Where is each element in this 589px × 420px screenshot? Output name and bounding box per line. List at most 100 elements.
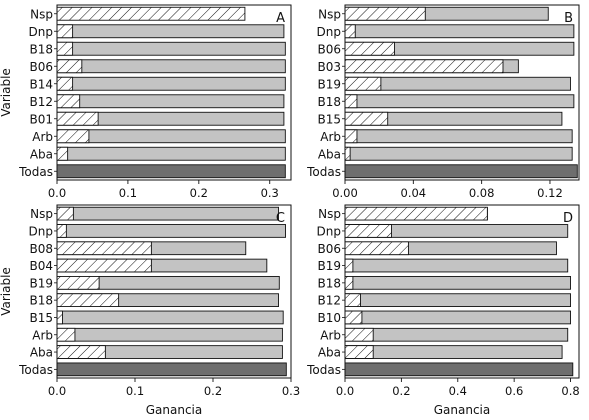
bar-segment-hatched <box>344 146 351 161</box>
category-label: Nsp <box>318 207 341 221</box>
bar-hatched <box>56 6 246 21</box>
bar-segment-hatched <box>344 129 358 144</box>
category-label: Nsp <box>30 7 53 21</box>
bar-segment-hatched <box>56 258 152 273</box>
category-label: B19 <box>29 276 53 290</box>
bar-full <box>344 24 575 39</box>
bar-segment-hatched <box>344 76 382 91</box>
category-label: Nsp <box>30 207 53 221</box>
category-label: B18 <box>317 276 341 290</box>
panel-label: D <box>563 211 573 226</box>
category-label: B18 <box>29 42 53 56</box>
bar-segment-hatched <box>344 293 361 308</box>
plot-frame <box>344 4 580 181</box>
bar-segment-hatched <box>344 59 504 74</box>
bar-segment-hatched <box>344 345 374 359</box>
bar-segment-hatched <box>344 224 392 238</box>
x-tick-label: 0.2 <box>204 384 222 398</box>
bar-full <box>344 146 573 161</box>
bar-segment-hatched <box>56 345 106 359</box>
bar-segment-hatched <box>56 310 63 325</box>
category-label: Arb <box>32 130 53 144</box>
category-label: B19 <box>317 259 341 273</box>
x-tick-label: 0.2 <box>392 384 410 398</box>
panel-label: A <box>276 11 285 26</box>
chart-panel: Nsp Dnp B08 B04 B19 B18 B15 Arb Aba Todas 0.0 0.1 0.… <box>0 204 300 417</box>
bar-full <box>344 293 571 308</box>
category-label: Todas <box>306 165 341 179</box>
bar-full <box>56 224 286 238</box>
plot-frame <box>56 4 292 181</box>
bar-full <box>56 206 279 221</box>
bar-segment-hatched <box>56 111 99 126</box>
bar-segment-hatched <box>56 241 152 256</box>
plot-frame <box>56 204 292 379</box>
bar-full <box>56 146 286 161</box>
bar-full <box>344 327 569 342</box>
bar-segment-hatched <box>344 24 356 39</box>
x-tick-label: 0.04 <box>401 186 427 200</box>
x-tick-label: 0.2 <box>190 186 208 200</box>
category-label: Dnp <box>317 25 341 39</box>
panel-label: C <box>276 211 285 226</box>
x-axis-title: Ganancia <box>434 403 491 417</box>
bar-segment-hatched <box>344 111 389 126</box>
category-label: Todas <box>18 363 53 377</box>
bar-segment-hatched <box>56 327 76 342</box>
bar-hatched <box>344 206 488 221</box>
bar-full <box>344 345 563 359</box>
y-axis-title: Variable <box>0 68 13 117</box>
bar-segment-hatched <box>344 275 354 290</box>
category-label: B12 <box>317 294 341 308</box>
category-label: Arb <box>320 328 341 342</box>
category-label: B14 <box>29 77 53 91</box>
x-tick-label: 0.4 <box>449 384 467 398</box>
x-tick-label: 0.6 <box>505 384 523 398</box>
bar-segment-hatched <box>344 94 358 109</box>
bar-total <box>344 362 574 377</box>
y-axis-title: Variable <box>0 267 13 316</box>
bar-segment-hatched <box>56 76 74 91</box>
category-label: Aba <box>318 346 341 360</box>
x-tick-label: 0.3 <box>282 384 300 398</box>
chart-panel: Nsp Dnp B18 B06 B14 B12 B01 Arb Aba Todas 0.0 0.1 0.… <box>0 4 292 200</box>
bar-segment-hatched <box>56 41 74 56</box>
bar-total <box>344 164 578 179</box>
panel-label: B <box>564 11 573 26</box>
x-tick-label: 0.08 <box>469 186 495 200</box>
category-label: Todas <box>306 363 341 377</box>
bar-full <box>56 129 286 144</box>
bar-full <box>344 258 569 273</box>
plot-frame <box>344 204 580 379</box>
x-tick-label: 0.1 <box>126 384 144 398</box>
bar-segment-hatched <box>344 241 409 256</box>
bar-segment-hatched <box>56 293 120 308</box>
bar-segment-hatched <box>56 224 67 238</box>
chart-panel: Nsp Dnp B06 B19 B18 B12 B10 Arb Aba Todas 0.0 0.2 0.… <box>306 204 580 417</box>
category-label: B10 <box>317 311 341 325</box>
category-label: B06 <box>29 60 53 74</box>
bar-segment-hatched <box>56 146 69 161</box>
x-tick-label: 0.0 <box>48 186 66 200</box>
x-axis-title: Ganancia <box>146 403 203 417</box>
category-label: Aba <box>318 147 341 161</box>
bar-segment-hatched <box>56 59 83 74</box>
x-tick-label: 0.1 <box>119 186 137 200</box>
bar-segment-hatched <box>56 275 100 290</box>
bar-full <box>56 76 286 91</box>
category-label: B04 <box>29 259 53 273</box>
category-label: Todas <box>18 165 53 179</box>
bar-segment-hatched <box>56 24 74 39</box>
bar-segment-hatched <box>344 41 395 56</box>
category-label: Dnp <box>29 224 53 238</box>
bar-segment-hatched <box>344 310 363 325</box>
x-tick-label: 0.0 <box>48 384 66 398</box>
bar-segment-hatched <box>56 94 81 109</box>
bar-total <box>56 164 286 179</box>
category-label: Nsp <box>318 7 341 21</box>
bar-segment-hatched <box>344 327 374 342</box>
bar-full <box>344 94 575 109</box>
bar-full <box>56 310 284 325</box>
x-tick-label: 0.12 <box>537 186 563 200</box>
bar-full <box>344 129 573 144</box>
